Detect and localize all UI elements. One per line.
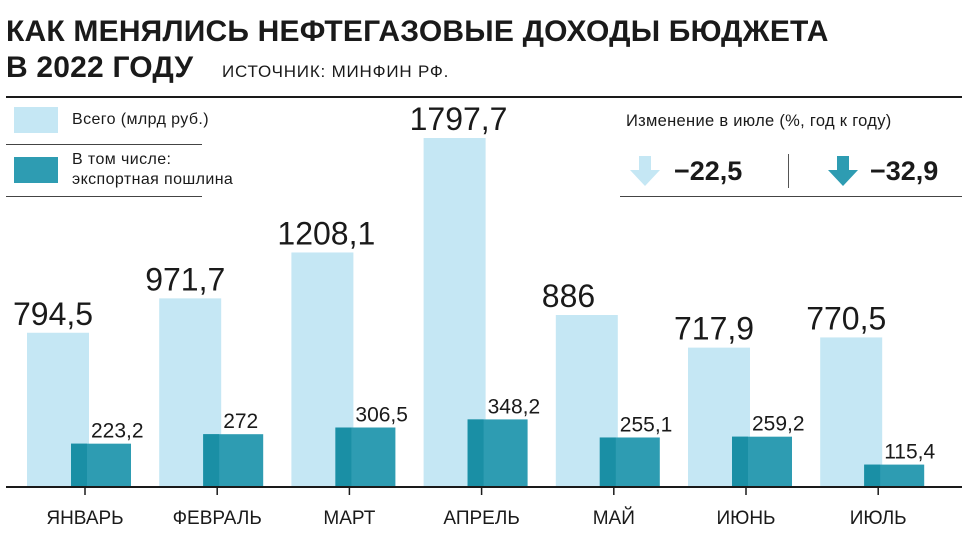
label-export-3: 348,2 [488, 395, 541, 418]
label-total-6: 770,5 [806, 300, 886, 336]
label-export-4: 255,1 [620, 413, 673, 436]
legend-label-export-line-1: В том числе: [72, 151, 172, 168]
arrow-down-dark-icon [828, 156, 858, 186]
change-bottom-divider [620, 196, 962, 197]
label-export-2: 306,5 [355, 403, 408, 426]
legend-item-total: Всего (млрд руб.) [14, 107, 209, 133]
header-divider [6, 96, 962, 98]
label-export-6: 115,4 [884, 441, 935, 464]
x-tick-label-3: АПРЕЛЬ [443, 508, 519, 529]
july-change-export-value: −32,9 [870, 156, 939, 186]
legend-swatch-total [14, 107, 58, 133]
legend-label-total: Всего (млрд руб.) [72, 111, 210, 128]
x-tick-label-2: МАРТ [323, 508, 375, 529]
label-export-1: 272 [223, 410, 258, 433]
legend-label-export: В том числе: экспортная пошлина [72, 150, 233, 190]
bar-export-shade-1 [203, 434, 220, 487]
bar-export-shade-3 [467, 419, 484, 487]
x-tick-label-0: ЯНВАРЬ [46, 508, 123, 529]
legend-label-export-line-2: экспортная пошлина [72, 171, 234, 188]
label-export-5: 259,2 [752, 413, 805, 436]
july-change-panel: Изменение в июле (%, год к году) −22,5 −… [620, 104, 962, 196]
x-tick-label-6: ИЮЛЬ [850, 508, 907, 529]
legend-item-export: В том числе: экспортная пошлина [14, 150, 233, 190]
july-change-total-value: −22,5 [674, 156, 743, 186]
bar-export-shade-4 [599, 437, 616, 487]
label-total-1: 971,7 [145, 261, 225, 297]
bar-export-shade-0 [71, 443, 87, 487]
label-total-3: 1797,7 [410, 101, 508, 137]
x-tick-label-5: ИЮНЬ [716, 508, 775, 529]
arrow-down-light-icon [630, 156, 660, 186]
legend-bottom-divider [6, 196, 202, 197]
july-change-separator [788, 154, 789, 188]
label-total-2: 1208,1 [277, 215, 375, 251]
label-total-4: 886 [542, 278, 595, 314]
bar-export-shade-6 [864, 464, 881, 487]
chart-title-line-1: КАК МЕНЯЛИСЬ НЕФТЕГАЗОВЫЕ ДОХОДЫ БЮДЖЕТА [6, 15, 829, 48]
label-total-0: 794,5 [13, 296, 93, 332]
chart-title: КАК МЕНЯЛИСЬ НЕФТЕГАЗОВЫЕ ДОХОДЫ БЮДЖЕТА… [6, 14, 829, 86]
legend-swatch-export [14, 157, 58, 183]
bar-export-shade-2 [335, 427, 352, 487]
label-total-5: 717,9 [674, 311, 754, 347]
x-tick-label-4: МАЙ [593, 507, 635, 529]
chart-title-line-2: В 2022 ГОДУ [6, 51, 194, 84]
bar-total-6 [820, 337, 883, 487]
july-change-title: Изменение в июле (%, год к году) [626, 112, 892, 130]
source-note: ИСТОЧНИК: МИНФИН РФ. [222, 62, 450, 81]
bar-export-shade-5 [732, 436, 748, 487]
legend-divider [6, 144, 202, 145]
x-tick-label-1: ФЕВРАЛЬ [173, 508, 262, 529]
label-export-0: 223,2 [91, 420, 144, 443]
